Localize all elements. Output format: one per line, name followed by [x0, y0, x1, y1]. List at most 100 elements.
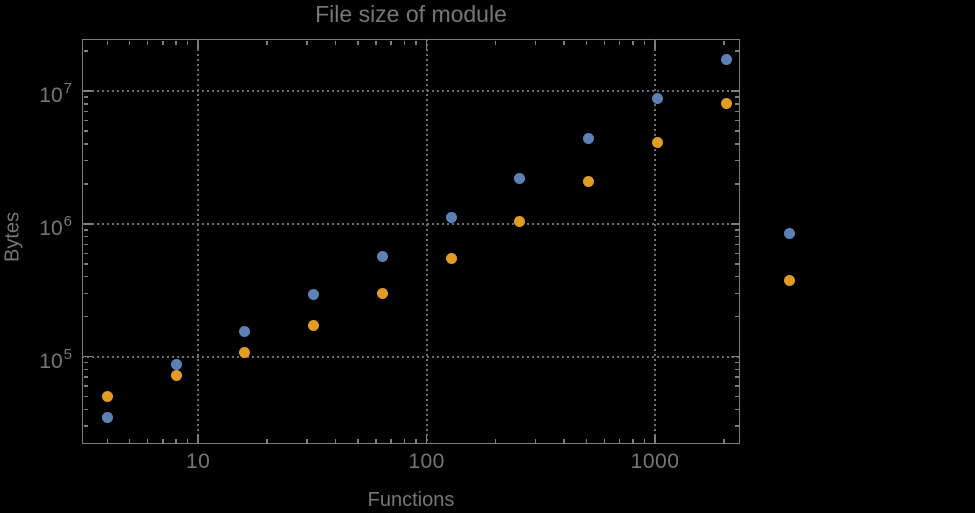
axis-tick	[425, 40, 428, 49]
data-point-blue	[514, 172, 526, 184]
gridline-horizontal	[82, 222, 740, 225]
axis-tick	[734, 96, 739, 98]
axis-tick	[563, 438, 565, 443]
data-point-blue	[101, 411, 113, 423]
axis-tick	[175, 438, 177, 443]
axis-tick	[734, 183, 739, 185]
data-point-blue	[720, 53, 732, 65]
data-point-orange	[101, 391, 113, 403]
axis-tick	[175, 40, 177, 45]
axis-tick	[654, 40, 656, 49]
axis-tick	[106, 40, 109, 45]
axis-tick	[266, 438, 268, 443]
axis-tick	[415, 40, 417, 45]
axis-tick	[734, 119, 739, 122]
axis-tick	[494, 40, 497, 45]
axis-tick	[734, 376, 739, 378]
axis-tick	[734, 130, 739, 132]
gridline-vertical	[425, 39, 428, 444]
axis-tick	[83, 235, 88, 238]
data-point-orange	[720, 97, 732, 109]
axis-tick	[734, 159, 739, 162]
axis-tick	[585, 40, 588, 45]
axis-tick	[186, 438, 189, 443]
y-tick-exponent: 7	[63, 79, 72, 97]
data-point-orange	[651, 136, 663, 148]
x-tick-label: 1000	[630, 450, 680, 473]
axis-tick	[83, 315, 88, 318]
axis-tick	[197, 40, 199, 49]
axis-tick	[734, 229, 739, 231]
plot-frame	[82, 39, 740, 444]
axis-tick	[83, 50, 88, 52]
axis-tick	[83, 183, 88, 185]
y-tick-label: 105	[39, 345, 72, 372]
axis-tick	[534, 40, 537, 45]
data-point-blue	[651, 93, 663, 105]
axis-tick	[306, 40, 308, 45]
axis-tick	[375, 438, 377, 443]
axis-tick	[83, 119, 88, 122]
axis-tick	[734, 368, 739, 371]
axis-tick	[83, 361, 88, 364]
axis-tick	[146, 40, 149, 45]
data-point-blue	[783, 227, 795, 239]
axis-tick	[128, 40, 131, 45]
axis-tick	[375, 40, 377, 45]
axis-tick	[390, 40, 392, 45]
axis-tick	[334, 40, 337, 45]
axis-tick	[415, 438, 417, 443]
axis-tick	[734, 361, 739, 364]
axis-tick	[357, 438, 359, 443]
axis-tick	[106, 438, 109, 443]
x-axis-label: Functions	[367, 489, 455, 511]
axis-tick	[734, 235, 739, 238]
gridline-vertical	[197, 39, 200, 444]
axis-tick	[494, 438, 497, 443]
axis-tick	[734, 385, 739, 387]
data-point-blue	[583, 132, 595, 144]
axis-tick	[734, 103, 739, 105]
axis-tick	[618, 40, 621, 45]
y-axis-label: Bytes	[1, 211, 24, 263]
gridline-horizontal	[82, 355, 740, 358]
gridline-vertical	[654, 39, 657, 444]
data-point-blue	[445, 211, 457, 223]
data-point-orange	[308, 319, 320, 331]
axis-tick	[643, 438, 646, 443]
axis-tick	[643, 40, 646, 45]
axis-tick	[162, 40, 164, 45]
axis-tick	[146, 438, 149, 443]
data-point-orange	[783, 274, 795, 286]
axis-tick	[83, 96, 88, 98]
axis-tick	[734, 315, 739, 318]
axis-tick	[334, 438, 337, 443]
chart-title: File size of module	[315, 1, 507, 27]
axis-tick	[83, 90, 92, 92]
axis-tick	[83, 376, 88, 378]
x-tick-label: 100	[408, 450, 445, 473]
axis-tick	[603, 40, 606, 45]
axis-tick	[734, 143, 739, 145]
axis-tick	[734, 50, 739, 52]
axis-tick	[585, 438, 588, 443]
axis-tick	[83, 368, 88, 371]
axis-tick	[403, 40, 406, 45]
y-tick-label: 107	[39, 79, 72, 106]
axis-tick	[390, 438, 392, 443]
data-point-orange	[583, 176, 595, 188]
axis-tick	[83, 292, 88, 294]
axis-tick	[83, 252, 88, 254]
axis-tick	[83, 275, 88, 278]
data-point-orange	[170, 370, 182, 382]
axis-tick	[425, 434, 428, 443]
gridline-horizontal	[82, 89, 740, 92]
axis-tick	[563, 40, 565, 45]
axis-tick	[128, 438, 131, 443]
y-tick-base: 10	[39, 83, 63, 107]
axis-tick	[734, 263, 739, 265]
axis-tick	[83, 223, 92, 225]
data-point-blue	[308, 288, 320, 300]
